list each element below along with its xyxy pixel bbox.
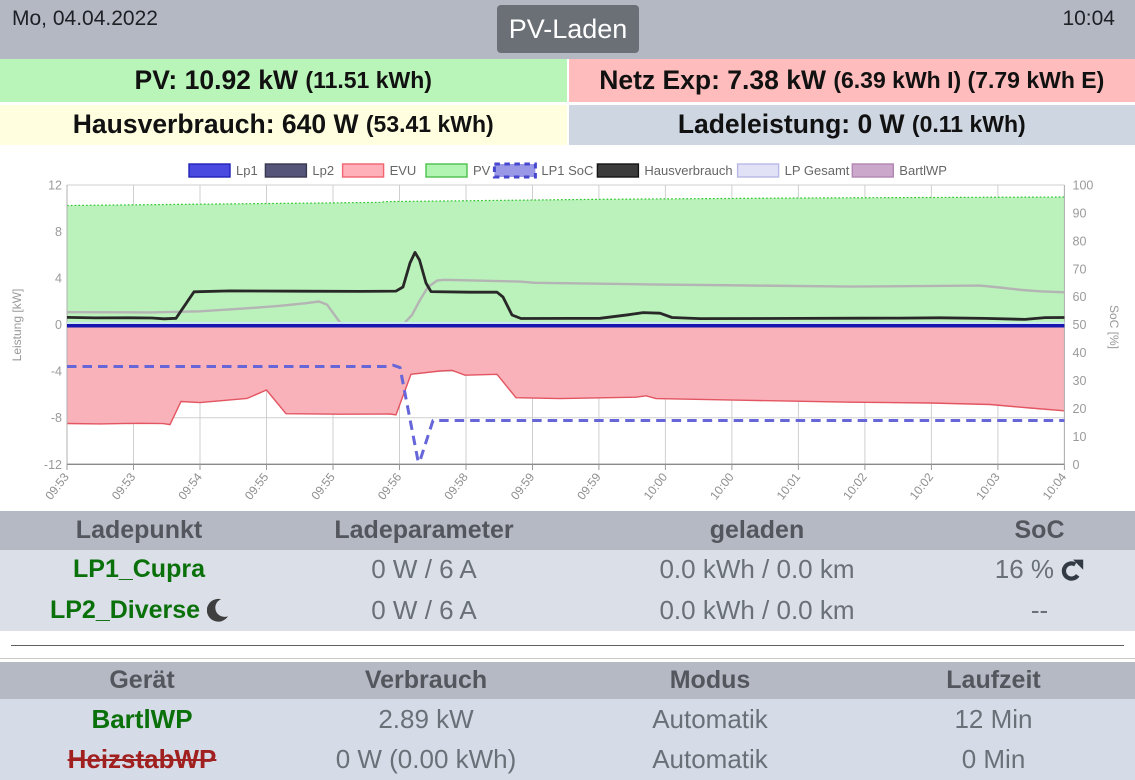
- svg-text:4: 4: [55, 272, 62, 286]
- svg-text:Lp2: Lp2: [312, 163, 334, 178]
- svg-text:09:53: 09:53: [42, 470, 72, 503]
- svg-text:Leistung [kW]: Leistung [kW]: [10, 289, 24, 362]
- svg-text:40: 40: [1073, 346, 1087, 360]
- svg-text:10:02: 10:02: [907, 470, 937, 503]
- svg-text:10:02: 10:02: [840, 470, 870, 503]
- svg-text:-8: -8: [51, 411, 62, 425]
- svg-text:10:00: 10:00: [641, 470, 671, 503]
- svg-text:Lp1: Lp1: [236, 163, 258, 178]
- svg-text:30: 30: [1073, 374, 1087, 388]
- svg-text:-4: -4: [51, 365, 62, 379]
- svg-text:60: 60: [1073, 290, 1087, 304]
- svg-text:0: 0: [1073, 458, 1080, 472]
- svg-text:09:56: 09:56: [375, 470, 405, 503]
- svg-text:09:59: 09:59: [574, 470, 604, 503]
- svg-text:20: 20: [1073, 402, 1087, 416]
- svg-text:09:54: 09:54: [175, 470, 205, 503]
- svg-text:09:58: 09:58: [441, 470, 471, 503]
- svg-text:70: 70: [1073, 262, 1087, 276]
- svg-text:LP1 SoC: LP1 SoC: [541, 163, 593, 178]
- svg-text:09:55: 09:55: [308, 470, 338, 503]
- svg-text:SoC [%]: SoC [%]: [1107, 305, 1121, 349]
- svg-text:09:59: 09:59: [508, 470, 538, 503]
- svg-text:10: 10: [1073, 430, 1087, 444]
- svg-text:EVU: EVU: [390, 163, 417, 178]
- svg-text:09:55: 09:55: [242, 470, 272, 503]
- svg-text:10:04: 10:04: [1040, 470, 1070, 503]
- svg-text:90: 90: [1073, 206, 1087, 220]
- svg-text:100: 100: [1073, 179, 1094, 193]
- svg-text:50: 50: [1073, 318, 1087, 332]
- svg-text:PV: PV: [473, 163, 491, 178]
- svg-text:12: 12: [48, 179, 62, 193]
- svg-text:80: 80: [1073, 234, 1087, 248]
- svg-text:0: 0: [55, 318, 62, 332]
- svg-text:8: 8: [55, 225, 62, 239]
- svg-text:09:53: 09:53: [109, 470, 139, 503]
- svg-text:Hausverbrauch: Hausverbrauch: [644, 163, 732, 178]
- svg-text:LP Gesamt: LP Gesamt: [785, 163, 850, 178]
- svg-text:10:03: 10:03: [973, 470, 1003, 503]
- svg-text:BartlWP: BartlWP: [899, 163, 947, 178]
- svg-text:10:00: 10:00: [707, 470, 737, 503]
- svg-text:10:01: 10:01: [774, 470, 804, 503]
- svg-text:-12: -12: [44, 458, 62, 472]
